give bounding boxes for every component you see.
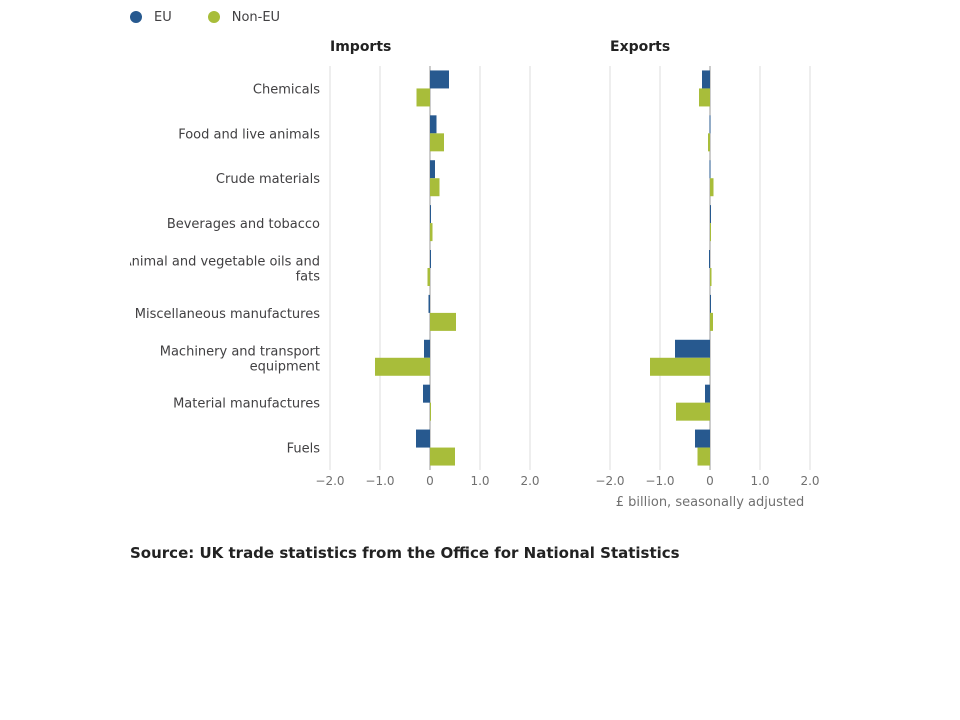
category-label: equipment bbox=[250, 359, 320, 374]
panel-title-exports: Exports bbox=[610, 39, 670, 55]
bar-exports-non-eu bbox=[676, 402, 710, 421]
panel-title-imports: Imports bbox=[330, 39, 391, 55]
bar-exports-non-eu bbox=[710, 223, 711, 242]
legend-label: Non-EU bbox=[231, 9, 281, 25]
bar-exports-non-eu bbox=[710, 268, 712, 286]
category-label: Fuels bbox=[287, 442, 321, 457]
category-label: Machinery and transport bbox=[160, 344, 320, 359]
legend-swatch-eu bbox=[130, 11, 142, 23]
bar-imports-non-eu bbox=[416, 88, 430, 107]
tick-label: 0 bbox=[426, 474, 434, 488]
bar-exports-eu bbox=[675, 339, 710, 358]
tick-label: −2.0 bbox=[315, 474, 344, 488]
bar-imports-non-eu bbox=[375, 357, 430, 376]
bar-exports-eu bbox=[695, 429, 710, 448]
bar-exports-eu bbox=[709, 160, 711, 179]
bar-imports-eu bbox=[430, 115, 437, 134]
bar-chart: Chemicals Food and live animals Crude mate… bbox=[123, 39, 820, 510]
bar-imports-non-eu bbox=[430, 178, 440, 197]
bar-imports-eu bbox=[424, 339, 430, 358]
category-label: Miscellaneous manufactures bbox=[135, 307, 320, 322]
bar-exports-non-eu bbox=[699, 88, 710, 107]
chart-legend: EU Non-EU bbox=[130, 7, 316, 27]
source-note: Source: UK trade statistics from the Off… bbox=[130, 544, 680, 562]
bar-imports-eu bbox=[430, 160, 435, 179]
bar-imports-eu bbox=[423, 384, 430, 403]
bar-exports-eu bbox=[710, 205, 711, 224]
bar-imports-non-eu bbox=[430, 402, 431, 421]
tick-label: 1.0 bbox=[470, 474, 489, 488]
category-label: Crude materials bbox=[216, 172, 320, 187]
bar-imports-eu bbox=[428, 294, 430, 313]
legend-item-eu: EU bbox=[130, 10, 172, 25]
tick-label: 1.0 bbox=[750, 474, 769, 488]
category-label: Beverages and tobacco bbox=[167, 217, 320, 232]
bar-exports-eu bbox=[710, 294, 711, 313]
bar-imports-eu bbox=[430, 250, 431, 268]
legend-label: EU bbox=[154, 9, 172, 25]
bar-imports-non-eu bbox=[430, 312, 456, 331]
bar-imports-non-eu bbox=[430, 447, 455, 466]
bar-exports-non-eu bbox=[650, 357, 710, 376]
bar-exports-eu bbox=[709, 115, 711, 134]
tick-label: 2.0 bbox=[800, 474, 819, 488]
category-label: fats bbox=[296, 270, 321, 285]
category-label: Chemicals bbox=[253, 82, 320, 97]
bar-exports-non-eu bbox=[697, 447, 710, 466]
bar-exports-non-eu bbox=[710, 178, 714, 197]
category-label: Animal and vegetable oils and bbox=[123, 255, 320, 270]
tick-label: 2.0 bbox=[520, 474, 539, 488]
legend-swatch-non-eu bbox=[207, 11, 220, 23]
bar-imports-eu bbox=[416, 429, 430, 448]
bar-exports-eu bbox=[702, 70, 710, 89]
bar-exports-eu bbox=[709, 250, 710, 268]
bar-imports-eu bbox=[430, 205, 431, 224]
category-label: Food and live animals bbox=[178, 127, 320, 142]
legend-item-non-eu: Non-EU bbox=[207, 9, 281, 25]
x-axis-label: £ billion, seasonally adjusted bbox=[616, 495, 804, 510]
bar-imports-non-eu bbox=[430, 133, 444, 152]
tick-label: −1.0 bbox=[645, 474, 674, 488]
bar-exports-non-eu bbox=[710, 312, 713, 331]
bar-imports-eu bbox=[430, 70, 449, 89]
bar-imports-non-eu bbox=[430, 223, 433, 242]
bar-exports-non-eu bbox=[708, 133, 710, 152]
bar-imports-non-eu bbox=[427, 268, 430, 286]
category-label: Material manufactures bbox=[173, 397, 320, 412]
tick-label: 0 bbox=[706, 474, 714, 488]
bar-exports-eu bbox=[705, 384, 710, 403]
tick-label: −1.0 bbox=[365, 474, 394, 488]
tick-label: −2.0 bbox=[595, 474, 624, 488]
